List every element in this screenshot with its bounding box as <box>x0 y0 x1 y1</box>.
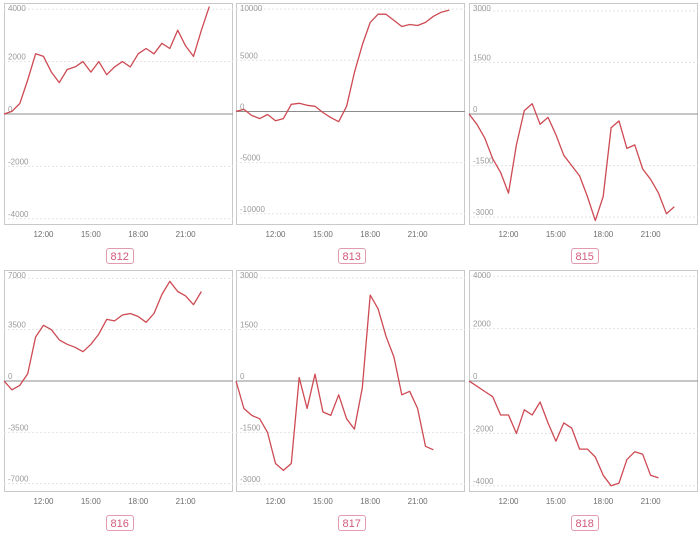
y-tick-label: -4000 <box>473 477 494 486</box>
y-tick-label: -5000 <box>240 154 261 163</box>
y-tick-label: 4000 <box>473 271 491 280</box>
y-tick-label: 2000 <box>8 53 26 62</box>
y-tick-label: 3500 <box>8 321 26 330</box>
chart-frame <box>236 3 465 225</box>
y-tick-label: -10000 <box>240 205 265 214</box>
y-tick-label: -1500 <box>473 157 494 166</box>
x-tick-label: 12:00 <box>33 230 54 239</box>
y-tick-label: 2000 <box>473 320 491 329</box>
x-tick-label: 18:00 <box>593 497 614 506</box>
x-tick-label: 12:00 <box>498 230 519 239</box>
chart-panel-817: 3000 1500 0 -1500 -3000 12:00 15:00 18:00 21:00 8… <box>235 270 465 534</box>
chart-id-badge: 813 <box>337 248 366 264</box>
chart-id-badge: 818 <box>570 515 599 531</box>
series-line <box>3 6 210 115</box>
x-tick-label: 12:00 <box>265 230 286 239</box>
x-tick-label: 12:00 <box>265 497 286 506</box>
y-tick-label: 4000 <box>8 4 26 13</box>
chart-panel-815: 3000 1500 0 -1500 -3000 12:00 15:00 18:00 21:00 8… <box>468 3 698 267</box>
x-tick-label: 21:00 <box>176 230 197 239</box>
line-chart: 4000 2000 0 -2000 -4000 12:00 15:00 18:00 21:00 <box>3 3 233 239</box>
x-tick-label: 18:00 <box>360 497 381 506</box>
line-chart: 3000 1500 0 -1500 -3000 12:00 15:00 18:00 21:00 <box>235 270 465 506</box>
y-tick-label: 0 <box>473 105 478 114</box>
y-tick-label: -2000 <box>8 157 29 166</box>
chart-panel-812: 4000 2000 0 -2000 -4000 12:00 15:00 18:00 21:00 8… <box>3 3 233 267</box>
x-tick-label: 21:00 <box>641 230 662 239</box>
x-tick-label: 12:00 <box>33 497 54 506</box>
x-tick-label: 15:00 <box>546 230 567 239</box>
x-tick-label: 21:00 <box>641 497 662 506</box>
x-tick-label: 18:00 <box>593 230 614 239</box>
chart-panel-816: 7000 3500 0 -3500 -7000 12:00 15:00 18:00 21:00 8… <box>3 270 233 534</box>
y-tick-label: 1500 <box>240 320 258 329</box>
y-tick-label: -7000 <box>8 475 29 484</box>
x-tick-label: 21:00 <box>408 497 429 506</box>
y-tick-label: 7000 <box>8 271 26 280</box>
x-tick-label: 21:00 <box>176 497 197 506</box>
series-line <box>235 294 434 472</box>
series-line <box>3 280 202 391</box>
y-tick-label: 3000 <box>240 271 258 280</box>
y-tick-label: -3500 <box>8 423 29 432</box>
x-tick-label: 15:00 <box>81 497 102 506</box>
x-tick-label: 12:00 <box>498 497 519 506</box>
y-tick-label: -2000 <box>473 424 494 433</box>
y-tick-label: 10000 <box>240 4 263 13</box>
series-line <box>468 103 675 222</box>
line-chart: 4000 2000 0 -2000 -4000 12:00 15:00 18:00 21:00 <box>468 270 698 506</box>
x-tick-label: 15:00 <box>313 497 334 506</box>
line-chart: 3000 1500 0 -1500 -3000 12:00 15:00 18:00 21:00 <box>468 3 698 239</box>
series-line <box>235 9 450 123</box>
y-tick-label: -3000 <box>240 475 261 484</box>
x-tick-label: 18:00 <box>360 230 381 239</box>
chart-id-badge: 817 <box>337 515 366 531</box>
x-tick-label: 18:00 <box>128 230 149 239</box>
y-tick-label: 0 <box>240 372 245 381</box>
y-tick-label: -1500 <box>240 424 261 433</box>
y-tick-label: -4000 <box>8 210 29 219</box>
y-tick-label: 0 <box>8 372 13 381</box>
y-tick-label: 0 <box>473 372 478 381</box>
x-tick-label: 15:00 <box>81 230 102 239</box>
x-tick-label: 18:00 <box>128 497 149 506</box>
y-tick-label: 0 <box>8 105 13 114</box>
chart-id-badge: 812 <box>105 248 134 264</box>
x-tick-label: 21:00 <box>408 230 429 239</box>
y-tick-label: -3000 <box>473 208 494 217</box>
series-line <box>468 380 659 487</box>
chart-id-badge: 815 <box>570 248 599 264</box>
y-tick-label: 5000 <box>240 51 258 60</box>
x-tick-label: 15:00 <box>313 230 334 239</box>
y-tick-label: 3000 <box>473 4 491 13</box>
x-tick-label: 15:00 <box>546 497 567 506</box>
chart-id-badge: 816 <box>105 515 134 531</box>
line-chart: 7000 3500 0 -3500 -7000 12:00 15:00 18:00 21:00 <box>3 270 233 506</box>
line-chart: 10000 5000 0 -5000 -10000 12:00 15:00 18:00 21:0… <box>235 3 465 239</box>
chart-panel-818: 4000 2000 0 -2000 -4000 12:00 15:00 18:00 21:00 8… <box>468 270 698 534</box>
y-tick-label: 0 <box>240 102 245 111</box>
chart-panel-813: 10000 5000 0 -5000 -10000 12:00 15:00 18:00 21:0… <box>235 3 465 267</box>
y-tick-label: 1500 <box>473 53 491 62</box>
